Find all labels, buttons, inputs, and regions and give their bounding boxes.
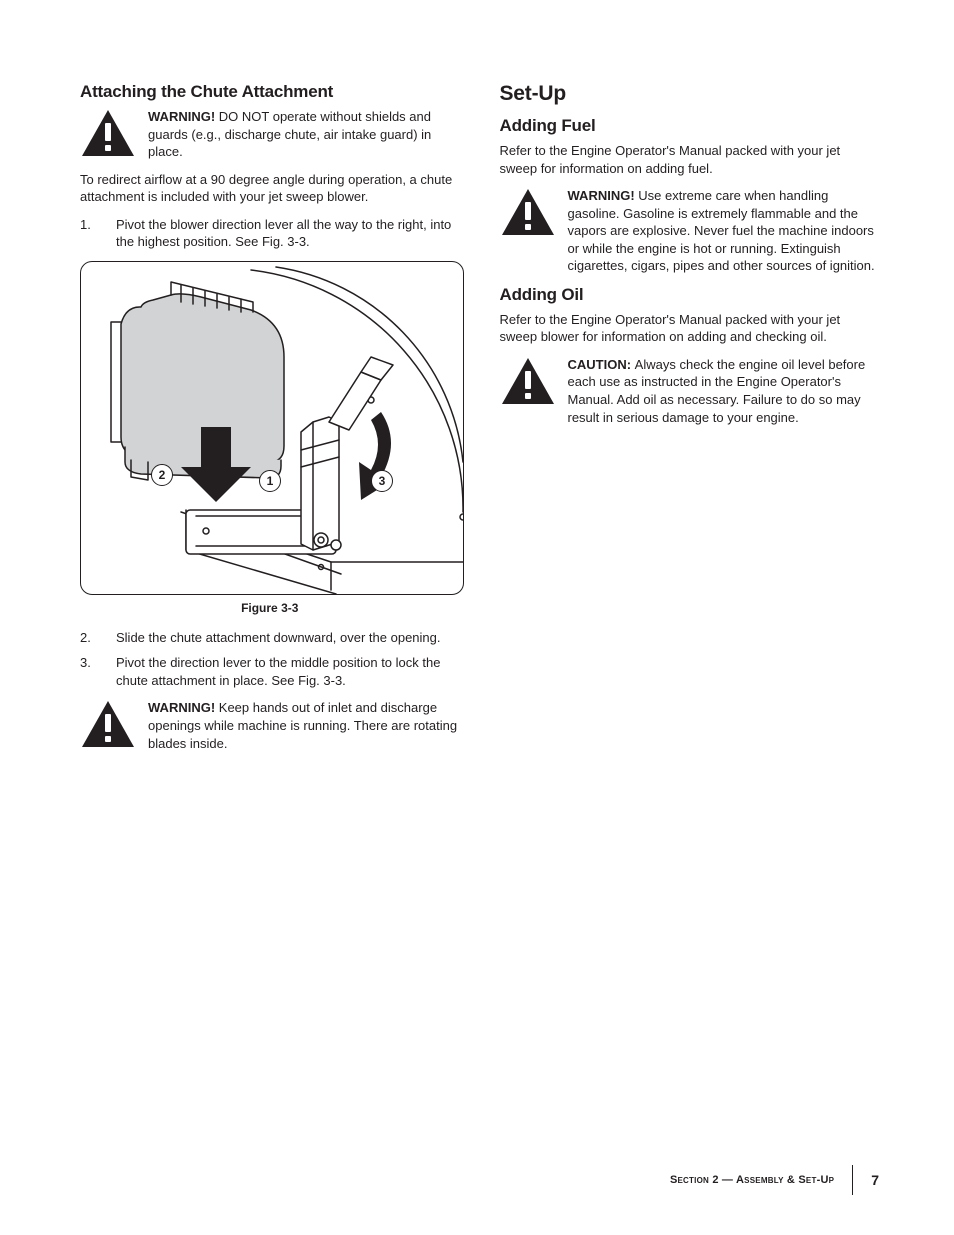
caution-label: CAUTION: [568, 357, 635, 372]
warning-label: WARNING! [568, 188, 639, 203]
step-number: 2. [80, 629, 116, 647]
step-text: Pivot the blower direction lever all the… [116, 216, 460, 251]
warning-triangle-icon [500, 187, 556, 237]
figure-3-3: 2 1 3 [80, 261, 464, 595]
intro-paragraph: To redirect airflow at a 90 degree angle… [80, 171, 460, 206]
step-number: 1. [80, 216, 116, 251]
fuel-intro: Refer to the Engine Operator's Manual pa… [500, 142, 880, 177]
two-column-layout: Attaching the Chute Attachment WARNING! … [80, 82, 879, 762]
warning-triangle-icon [80, 108, 136, 158]
warning-text: WARNING! Keep hands out of inlet and dis… [148, 699, 460, 752]
heading-setup: Set-Up [500, 82, 880, 106]
steps-list-1: 1. Pivot the blower direction lever all … [80, 216, 460, 251]
heading-adding-oil: Adding Oil [500, 285, 880, 305]
steps-list-2: 2. Slide the chute attachment downward, … [80, 629, 460, 690]
footer-page-number: 7 [871, 1172, 879, 1188]
warning-block-hands: WARNING! Keep hands out of inlet and dis… [80, 699, 460, 752]
step-3: 3. Pivot the direction lever to the midd… [80, 654, 460, 689]
heading-adding-fuel: Adding Fuel [500, 116, 880, 136]
right-column: Set-Up Adding Fuel Refer to the Engine O… [500, 82, 880, 762]
figure-callout-2: 2 [151, 464, 173, 486]
warning-label: WARNING! [148, 109, 219, 124]
warning-text: WARNING! Use extreme care when handling … [568, 187, 880, 275]
warning-block-fuel: WARNING! Use extreme care when handling … [500, 187, 880, 275]
step-text: Slide the chute attachment downward, ove… [116, 629, 460, 647]
footer-separator [852, 1165, 853, 1195]
page-footer: Section 2 — Assembly & Set-Up 7 [670, 1165, 879, 1195]
caution-block-oil: CAUTION: Always check the engine oil lev… [500, 356, 880, 426]
warning-triangle-icon [80, 699, 136, 749]
footer-section-label: Section 2 — Assembly & Set-Up [670, 1174, 834, 1186]
oil-intro: Refer to the Engine Operator's Manual pa… [500, 311, 880, 346]
step-number: 3. [80, 654, 116, 689]
step-text: Pivot the direction lever to the middle … [116, 654, 460, 689]
warning-triangle-icon [500, 356, 556, 406]
figure-caption: Figure 3-3 [80, 601, 460, 615]
left-column: Attaching the Chute Attachment WARNING! … [80, 82, 460, 762]
figure-callout-1: 1 [259, 470, 281, 492]
heading-attaching-chute: Attaching the Chute Attachment [80, 82, 460, 102]
step-1: 1. Pivot the blower direction lever all … [80, 216, 460, 251]
figure-callout-3: 3 [371, 470, 393, 492]
warning-label: WARNING! [148, 700, 219, 715]
warning-block-shields: WARNING! DO NOT operate without shields … [80, 108, 460, 161]
caution-text: CAUTION: Always check the engine oil lev… [568, 356, 880, 426]
step-2: 2. Slide the chute attachment downward, … [80, 629, 460, 647]
warning-text: WARNING! DO NOT operate without shields … [148, 108, 460, 161]
